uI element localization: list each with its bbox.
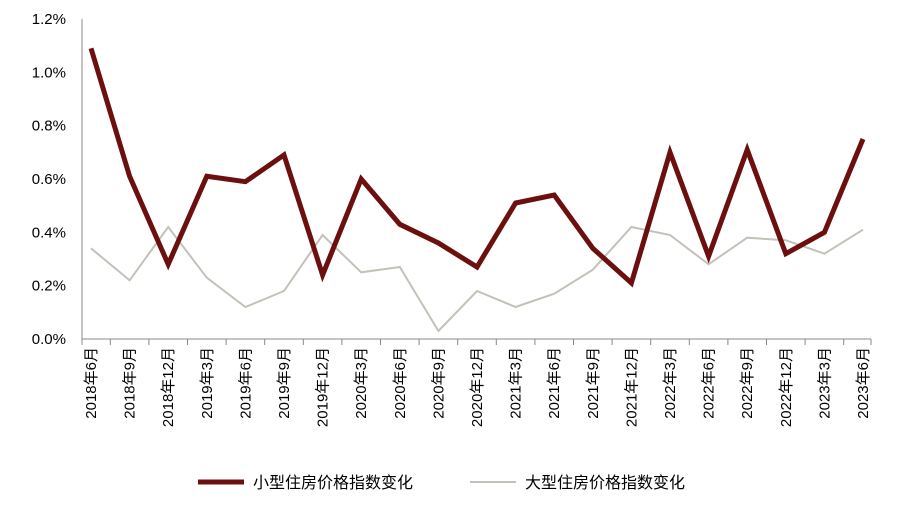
y-tick-label: 0.8% (32, 118, 66, 135)
x-tick-label: 2018年9月 (122, 347, 139, 419)
y-tick-label: 0.0% (32, 331, 66, 348)
x-tick-label: 2021年3月 (508, 347, 525, 419)
x-tick-label: 2022年3月 (662, 347, 679, 419)
y-tick-label: 0.6% (32, 171, 66, 188)
x-tick-label: 2019年6月 (237, 347, 254, 419)
legend-label: 大型住房价格指数变化 (525, 474, 685, 492)
y-tick-label: 1.2% (32, 11, 66, 28)
x-tick-label: 2022年9月 (739, 347, 756, 419)
x-tick-label: 2023年3月 (816, 347, 833, 419)
x-tick-label: 2021年9月 (585, 347, 602, 419)
x-tick-label: 2019年9月 (276, 347, 293, 419)
y-tick-label: 0.2% (32, 278, 66, 295)
y-tick-label: 1.0% (32, 64, 66, 81)
y-axis: 0.0% 0.2% 0.4% 0.6% 0.8% 1.0% 1.2% (32, 11, 83, 348)
x-axis: 2018年6月 2018年9月 2018年12月 2019年3月 2019年6月 2019… (81, 338, 872, 427)
x-tick-label: 2018年12月 (160, 347, 177, 427)
x-tick-label: 2020年3月 (353, 347, 370, 419)
x-tick-label: 2023年6月 (855, 347, 872, 419)
x-tick-label: 2019年12月 (315, 347, 332, 427)
x-tick-label: 2020年12月 (469, 347, 486, 427)
x-tick-label: 2020年9月 (430, 347, 447, 419)
x-tick-label: 2022年12月 (778, 347, 795, 427)
x-tick-label: 2019年3月 (199, 347, 216, 419)
y-tick-label: 0.4% (32, 224, 66, 241)
series-line-large-housing (90, 225, 864, 333)
x-tick-label: 2020年6月 (392, 347, 409, 419)
legend-item-small-housing: 小型住房价格指数变化 (198, 474, 413, 492)
x-tick-label: 2021年12月 (623, 347, 640, 427)
series-layer (88, 47, 866, 333)
x-tick-label: 2022年6月 (701, 347, 718, 419)
x-tick-label: 2021年6月 (546, 347, 563, 419)
legend-label: 小型住房价格指数变化 (253, 474, 413, 492)
legend: 小型住房价格指数变化 大型住房价格指数变化 (198, 474, 685, 492)
x-tick-label: 2018年6月 (83, 347, 100, 419)
series-line-small-housing (88, 47, 866, 288)
legend-item-large-housing: 大型住房价格指数变化 (470, 474, 685, 492)
